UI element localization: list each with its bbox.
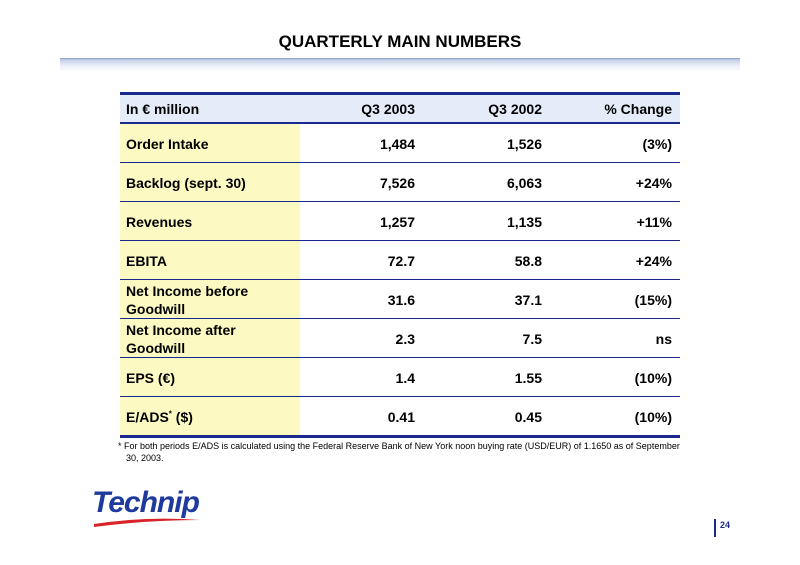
title-underline-bar bbox=[60, 58, 740, 72]
row-label: Order Intake bbox=[126, 136, 209, 152]
cell-q3-2002: 7.5 bbox=[522, 331, 542, 347]
cell-q3-2002: 58.8 bbox=[514, 253, 542, 269]
cell-q3-2003: 31.6 bbox=[387, 292, 415, 308]
table-row: Order Intake 1,484 1,526 (3%) bbox=[120, 124, 680, 163]
cell-change: +24% bbox=[635, 253, 672, 269]
page-number-bar bbox=[714, 519, 716, 537]
cell-change: (10%) bbox=[634, 409, 672, 425]
header-label: In € million bbox=[126, 101, 200, 117]
row-label: EPS (€) bbox=[126, 370, 176, 386]
table-row: Net Income before Goodwill 31.6 37.1 (15%… bbox=[120, 280, 680, 319]
row-label: E/ADS* ($) bbox=[126, 409, 193, 425]
row-label: Revenues bbox=[126, 214, 193, 230]
table-row: Net Income after Goodwill 2.3 7.5 ns bbox=[120, 319, 680, 358]
cell-q3-2003: 1.4 bbox=[395, 370, 415, 386]
row-label: Backlog (sept. 30) bbox=[126, 175, 246, 191]
cell-change: (3%) bbox=[642, 136, 672, 152]
cell-change: (10%) bbox=[634, 370, 672, 386]
cell-change: +11% bbox=[636, 214, 672, 230]
row-label: EBITA bbox=[126, 253, 167, 269]
cell-q3-2003: 1,257 bbox=[379, 214, 415, 230]
table-header-row: In € million Q3 2003 Q3 2002 % Change bbox=[120, 95, 680, 124]
row-label: Net Income after Goodwill bbox=[126, 322, 236, 356]
cell-q3-2002: 1,135 bbox=[506, 214, 542, 230]
table-top-rule bbox=[120, 92, 680, 95]
header-q3-2002: Q3 2002 bbox=[488, 101, 542, 117]
cell-q3-2003: 7,526 bbox=[379, 175, 415, 191]
cell-q3-2002: 1,526 bbox=[506, 136, 542, 152]
cell-change: ns bbox=[655, 331, 672, 347]
cell-q3-2003: 0.41 bbox=[387, 409, 415, 425]
footnote-marker: * bbox=[118, 441, 122, 451]
technip-logo: Technip bbox=[92, 486, 202, 530]
footnote-text: For both periods E/ADS is calculated usi… bbox=[124, 441, 680, 463]
row-label: Net Income before Goodwill bbox=[126, 283, 249, 317]
logo-swoosh-icon bbox=[94, 518, 200, 527]
slide-title: QUARTERLY MAIN NUMBERS bbox=[278, 32, 522, 51]
table-row: Backlog (sept. 30) 7,526 6,063 +24% bbox=[120, 163, 680, 202]
cell-change: (15%) bbox=[634, 292, 672, 308]
cell-q3-2003: 1,484 bbox=[379, 136, 415, 152]
cell-q3-2003: 2.3 bbox=[395, 331, 415, 347]
header-q3-2003: Q3 2003 bbox=[361, 101, 415, 117]
cell-q3-2002: 0.45 bbox=[514, 409, 542, 425]
table-row: EPS (€) 1.4 1.55 (10%) bbox=[120, 358, 680, 397]
header-change: % Change bbox=[604, 101, 672, 117]
cell-q3-2002: 37.1 bbox=[514, 292, 542, 308]
footnote-marker: * bbox=[168, 409, 172, 419]
page-number: 24 bbox=[720, 520, 731, 530]
cell-change: +24% bbox=[635, 175, 672, 191]
table-row: Revenues 1,257 1,135 +11% bbox=[120, 202, 680, 241]
cell-q3-2002: 1.55 bbox=[514, 370, 542, 386]
cell-q3-2003: 72.7 bbox=[387, 253, 415, 269]
table-row: EBITA 72.7 58.8 +24% bbox=[120, 241, 680, 280]
logo-wordmark: Technip bbox=[92, 486, 200, 519]
table-row: E/ADS* ($) 0.41 0.45 (10%) bbox=[120, 397, 680, 438]
cell-q3-2002: 6,063 bbox=[506, 175, 542, 191]
footnote: * For both periods E/ADS is calculated u… bbox=[118, 440, 688, 464]
